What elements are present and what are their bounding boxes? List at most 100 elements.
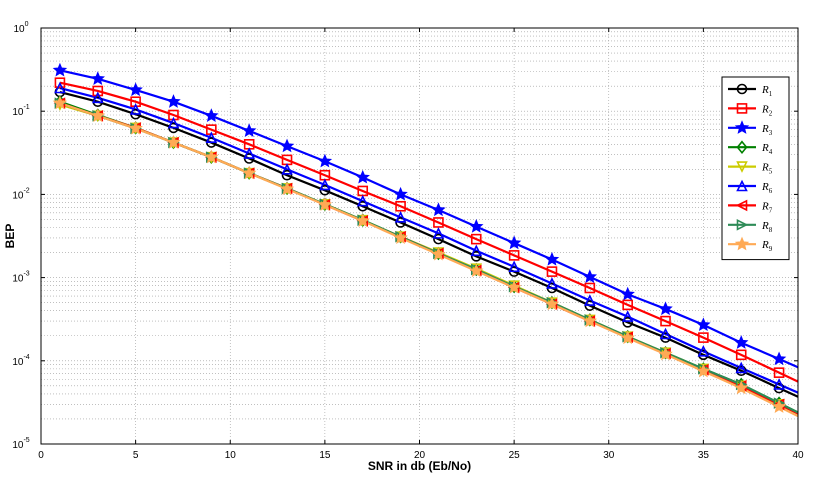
y-tick-label: 10-5 — [12, 437, 29, 451]
data-point-r1 — [281, 169, 293, 181]
series-line-r1 — [59, 90, 799, 398]
y-tick-label: 100 — [13, 21, 28, 35]
x-tick-label: 35 — [698, 450, 710, 461]
series-line-r2 — [59, 81, 799, 383]
data-point-r6 — [54, 81, 66, 94]
data-point-r6 — [546, 277, 558, 289]
data-point-r3 — [771, 351, 787, 366]
data-point-r6 — [584, 294, 596, 306]
data-point-r6 — [91, 91, 104, 104]
data-point-r1 — [470, 251, 482, 262]
data-point-r9 — [355, 213, 370, 228]
x-axis-label: SNR in db (Eb/No) — [368, 459, 471, 473]
series-line-r8 — [59, 102, 799, 414]
data-point-r3 — [317, 153, 333, 168]
grid — [41, 28, 798, 444]
data-point-r6 — [356, 194, 369, 207]
x-tick-label: 40 — [792, 450, 804, 461]
data-point-r2 — [735, 349, 747, 361]
x-tick-label: 0 — [38, 450, 44, 461]
data-point-r2 — [433, 217, 444, 228]
y-axis: 100 10-1 10-2 10-3 10-4 10-5 — [12, 21, 798, 451]
data-point-r6 — [508, 260, 520, 273]
data-point-r3 — [431, 202, 446, 217]
series-line-r5 — [59, 103, 799, 415]
data-point-r9 — [658, 346, 673, 361]
x-axis: 0 5 10 15 20 25 30 35 40 — [38, 28, 804, 461]
data-point-r3 — [469, 219, 484, 233]
data-point-r9 — [90, 108, 105, 122]
data-point-r9 — [393, 230, 408, 245]
series-line-r9 — [59, 102, 799, 418]
legend-label-r8: R8 — [761, 220, 773, 234]
data-point-r9 — [241, 165, 257, 180]
x-tick-label: 5 — [133, 450, 139, 461]
legend-marker-r5 — [736, 161, 748, 173]
x-tick-label: 20 — [414, 450, 426, 461]
legend-label-r9: R9 — [761, 239, 773, 253]
legend-marker-r7 — [735, 199, 748, 212]
x-tick-label: 30 — [603, 450, 615, 461]
legend-marker-r2 — [736, 103, 748, 114]
series-line-r6 — [59, 86, 799, 394]
data-point-r3 — [279, 138, 295, 153]
series-line-r7 — [59, 102, 799, 415]
legend-label-r3: R3 — [761, 123, 773, 137]
data-point-r9 — [279, 181, 295, 196]
legend-label-r7: R7 — [761, 200, 773, 214]
y-tick-label: 10-1 — [12, 104, 29, 118]
data-point-r6 — [281, 163, 293, 175]
data-point-r2 — [698, 332, 709, 343]
data-point-r6 — [621, 310, 634, 322]
data-point-r3 — [620, 286, 635, 301]
data-point-r6 — [470, 244, 483, 257]
data-point-r6 — [319, 178, 331, 191]
data-point-r2 — [660, 315, 671, 327]
data-point-r2 — [508, 250, 520, 261]
legend-label-r5: R5 — [761, 162, 773, 176]
series-markers — [52, 62, 787, 413]
data-point-r9 — [696, 363, 711, 378]
legend-marker-r9 — [734, 236, 750, 251]
data-point-r6 — [394, 211, 407, 223]
data-point-r9 — [431, 246, 446, 261]
legend-box — [721, 76, 790, 261]
legend-label-r1: R1 — [761, 84, 773, 98]
data-point-r9 — [52, 95, 68, 110]
x-tick-label: 25 — [509, 450, 521, 461]
data-point-r3 — [658, 301, 673, 316]
series-lines — [59, 69, 799, 418]
data-point-r3 — [696, 317, 711, 332]
data-point-r3 — [166, 94, 181, 108]
x-tick-label: 10 — [225, 450, 237, 461]
data-point-r3 — [241, 123, 257, 138]
data-point-r1 — [622, 317, 633, 328]
data-point-r3 — [544, 251, 560, 266]
legend-label-r4: R4 — [761, 142, 773, 156]
data-point-r6 — [735, 361, 748, 374]
data-point-r3 — [355, 169, 370, 184]
y-tick-label: 10-3 — [12, 271, 29, 285]
data-point-r9 — [771, 399, 787, 413]
data-point-r9 — [204, 149, 219, 164]
data-point-r6 — [129, 103, 142, 115]
data-point-r9 — [582, 313, 598, 328]
data-point-r3 — [90, 71, 105, 85]
data-point-r2 — [622, 299, 633, 311]
legend-marker-r1 — [736, 83, 748, 95]
data-point-r3 — [52, 62, 68, 77]
data-point-r6 — [432, 227, 445, 239]
data-point-r2 — [470, 233, 482, 245]
data-point-r3 — [204, 108, 219, 122]
data-point-r9 — [544, 296, 560, 311]
data-point-r2 — [773, 367, 785, 378]
legend-marker-r3 — [734, 120, 750, 134]
data-point-r9 — [166, 134, 181, 149]
legend-marker-r6 — [736, 179, 748, 192]
series-line-r4 — [59, 100, 799, 414]
legend-label-r2: R2 — [761, 103, 773, 117]
y-axis-label: BEP — [3, 224, 17, 249]
data-point-r9 — [317, 197, 333, 211]
data-point-r3 — [582, 269, 598, 284]
